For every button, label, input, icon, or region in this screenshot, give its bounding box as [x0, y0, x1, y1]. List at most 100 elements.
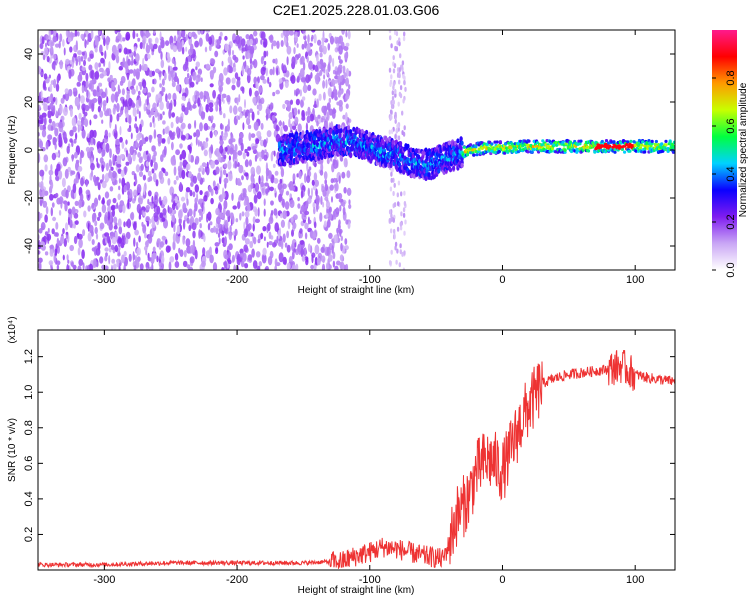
spectrogram-noise-cell — [399, 221, 402, 227]
spectrogram-noise-cell — [223, 199, 228, 210]
spectrogram-noise-cell — [323, 220, 327, 228]
colorbar-label: Normalized spectral amplitude — [738, 82, 749, 217]
spectrogram-noise-cell — [47, 227, 50, 234]
spectrogram-ridge-cell — [664, 139, 668, 143]
spectrogram-noise-cell — [163, 72, 167, 81]
spectrogram-noise-cell — [163, 145, 167, 156]
spectrogram-noise-cell — [258, 175, 261, 185]
spectrogram-noise-cell — [245, 34, 250, 40]
spectrogram-noise-cell — [298, 53, 301, 58]
spectrogram-noise-cell — [199, 190, 203, 196]
spectrogram-noise-cell — [179, 249, 184, 257]
spectrogram-noise-cell — [153, 215, 159, 223]
spectrogram-noise-cell — [224, 236, 227, 246]
spectrogram-noise-cell — [277, 182, 283, 191]
spectrogram-noise-cell — [161, 262, 164, 270]
spectrogram-noise-cell — [275, 89, 281, 95]
spectrogram-noise-cell — [278, 252, 284, 263]
spectrogram-noise-cell — [334, 66, 338, 72]
spectrogram-noise-cell — [40, 90, 43, 99]
spectrogram-noise-cell — [242, 152, 246, 160]
spectrogram-ridge-cell — [628, 149, 632, 153]
spectrogram-noise-cell — [187, 144, 191, 151]
y-tick-label: 1.0 — [23, 385, 35, 400]
spectrogram-noise-cell — [316, 98, 319, 108]
spectrogram-noise-cell — [170, 121, 174, 129]
spectrogram-noise-cell — [78, 57, 81, 66]
spectrogram-noise-cell — [248, 132, 252, 142]
spectrogram-noise-cell — [53, 105, 56, 115]
spectrogram-noise-cell — [231, 254, 236, 263]
spectrogram-noise-cell — [142, 174, 146, 181]
spectrogram-noise-cell — [346, 170, 351, 179]
spectrogram-noise-cell — [55, 222, 59, 230]
spectrogram-noise-cell — [274, 58, 278, 65]
snr-y-multiplier: (x10⁴) — [7, 316, 18, 343]
spectrogram-noise-cell — [159, 101, 164, 111]
spectrogram-ridge-cell — [459, 146, 463, 151]
spectrogram-noise-cell — [397, 135, 401, 141]
spectrogram-noise-cell — [341, 171, 346, 179]
spectrogram-noise-cell — [181, 149, 187, 160]
spectrogram-noise-cell — [293, 47, 296, 55]
spectrogram-noise-cell — [109, 114, 113, 123]
spectrogram-noise-cell — [321, 255, 326, 263]
spectrogram-noise-cell — [146, 42, 149, 51]
spectrogram-noise-cell — [223, 163, 228, 168]
spectrogram-noise-cell — [224, 219, 229, 229]
spectrogram-noise-cell — [156, 205, 161, 215]
spectrogram-noise-cell — [101, 180, 107, 189]
spectrogram-noise-cell — [259, 157, 262, 162]
spectrogram-noise-cell — [145, 161, 149, 167]
spectrogram-noise-cell — [144, 240, 149, 248]
spectrogram-noise-cell — [327, 212, 333, 221]
x-tick-label: -200 — [226, 274, 248, 286]
spectrogram-noise-cell — [198, 37, 203, 47]
spectrogram-noise-cell — [328, 264, 332, 270]
spectrogram-noise-cell — [399, 225, 403, 231]
spectrogram-noise-cell — [160, 154, 164, 162]
spectrogram-noise-cell — [71, 206, 76, 216]
y-tick-label: 40 — [23, 48, 35, 60]
spectrogram-noise-cell — [214, 130, 217, 137]
spectrogram-noise-cell — [74, 220, 79, 226]
spectrogram-noise-cell — [306, 161, 309, 172]
spectrogram-noise-cell — [392, 177, 395, 183]
spectrogram-noise-cell — [85, 80, 89, 89]
spectrogram-noise-cell — [272, 66, 275, 76]
spectrogram-noise-cell — [194, 40, 200, 48]
spectrogram-noise-cell — [45, 42, 47, 48]
spectrogram-noise-cell — [188, 208, 193, 217]
snr-panel: -300 -200 -100 0 100 0.20.40.60.81.01.2 Heig… — [7, 316, 676, 596]
spectrogram-noise-cell — [64, 88, 69, 94]
spectrogram-noise-cell — [291, 56, 296, 66]
spectrogram-noise-cell — [138, 171, 144, 178]
spectrogram-noise-cell — [267, 256, 273, 266]
spectrogram-noise-cell — [247, 117, 250, 124]
spectrogram-noise-cell — [224, 146, 228, 152]
spectrogram-noise-cell — [253, 59, 258, 69]
spectrogram-noise-cell — [134, 115, 137, 122]
spectrogram-noise-cell — [115, 54, 120, 64]
spectrogram-noise-cell — [140, 30, 144, 37]
spectrogram-noise-cell — [139, 123, 142, 133]
x-tick-label: 0 — [499, 574, 505, 586]
spectrogram-noise-cell — [82, 107, 86, 115]
spectrogram-noise-cell — [64, 202, 68, 212]
spectrogram-noise-cell — [153, 150, 157, 157]
spectrogram-noise-cell — [112, 153, 115, 164]
spectrogram-noise-cell — [86, 89, 89, 98]
spectrogram-noise-cell — [249, 64, 253, 70]
spectrogram-noise-cell — [273, 208, 278, 216]
spectrogram-noise-cell — [91, 103, 95, 112]
spectrogram-noise-cell — [116, 155, 122, 165]
spectrogram-noise-cell — [253, 121, 259, 131]
spectrogram-noise-cell — [396, 40, 399, 46]
spectrogram-noise-cell — [56, 163, 61, 172]
spectrogram-noise-cell — [327, 43, 331, 51]
y-tick-label: 1.2 — [23, 349, 35, 364]
spectrogram-noise-cell — [97, 216, 100, 221]
spectrogram-noise-cell — [327, 73, 330, 78]
spectrogram-noise-cell — [89, 146, 94, 152]
spectrogram-noise-cell — [395, 46, 398, 52]
